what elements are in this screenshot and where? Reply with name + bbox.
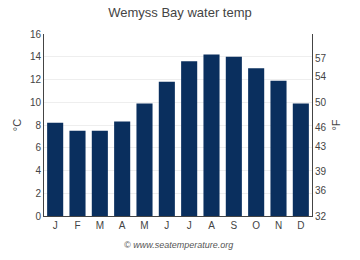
svg-text:A: A — [119, 220, 126, 231]
svg-text:39: 39 — [315, 166, 327, 177]
svg-text:S: S — [230, 220, 237, 231]
svg-text:O: O — [252, 220, 260, 231]
svg-text:6: 6 — [35, 142, 41, 153]
svg-text:8: 8 — [35, 120, 41, 131]
svg-text:10: 10 — [30, 97, 42, 108]
svg-text:°F: °F — [330, 119, 342, 130]
svg-text:32: 32 — [315, 211, 327, 222]
svg-text:14: 14 — [30, 51, 42, 62]
svg-text:2: 2 — [35, 188, 41, 199]
svg-text:© www.seatemperature.org: © www.seatemperature.org — [124, 240, 233, 250]
svg-text:F: F — [74, 220, 80, 231]
svg-text:M: M — [140, 220, 148, 231]
svg-text:12: 12 — [30, 74, 42, 85]
svg-text:J: J — [187, 220, 192, 231]
svg-text:A: A — [208, 220, 215, 231]
svg-text:43: 43 — [315, 141, 327, 152]
svg-text:M: M — [96, 220, 104, 231]
svg-text:J: J — [164, 220, 169, 231]
svg-text:4: 4 — [35, 165, 41, 176]
svg-text:D: D — [297, 220, 304, 231]
svg-text:46: 46 — [315, 122, 327, 133]
svg-text:Wemyss Bay water temp: Wemyss Bay water temp — [108, 5, 252, 20]
svg-text:57: 57 — [315, 53, 327, 64]
svg-text:0: 0 — [35, 211, 41, 222]
svg-text:°C: °C — [11, 119, 23, 131]
svg-text:16: 16 — [30, 29, 42, 40]
svg-text:J: J — [53, 220, 58, 231]
svg-text:N: N — [275, 220, 282, 231]
svg-text:36: 36 — [315, 185, 327, 196]
svg-text:54: 54 — [315, 71, 327, 82]
svg-text:50: 50 — [315, 97, 327, 108]
